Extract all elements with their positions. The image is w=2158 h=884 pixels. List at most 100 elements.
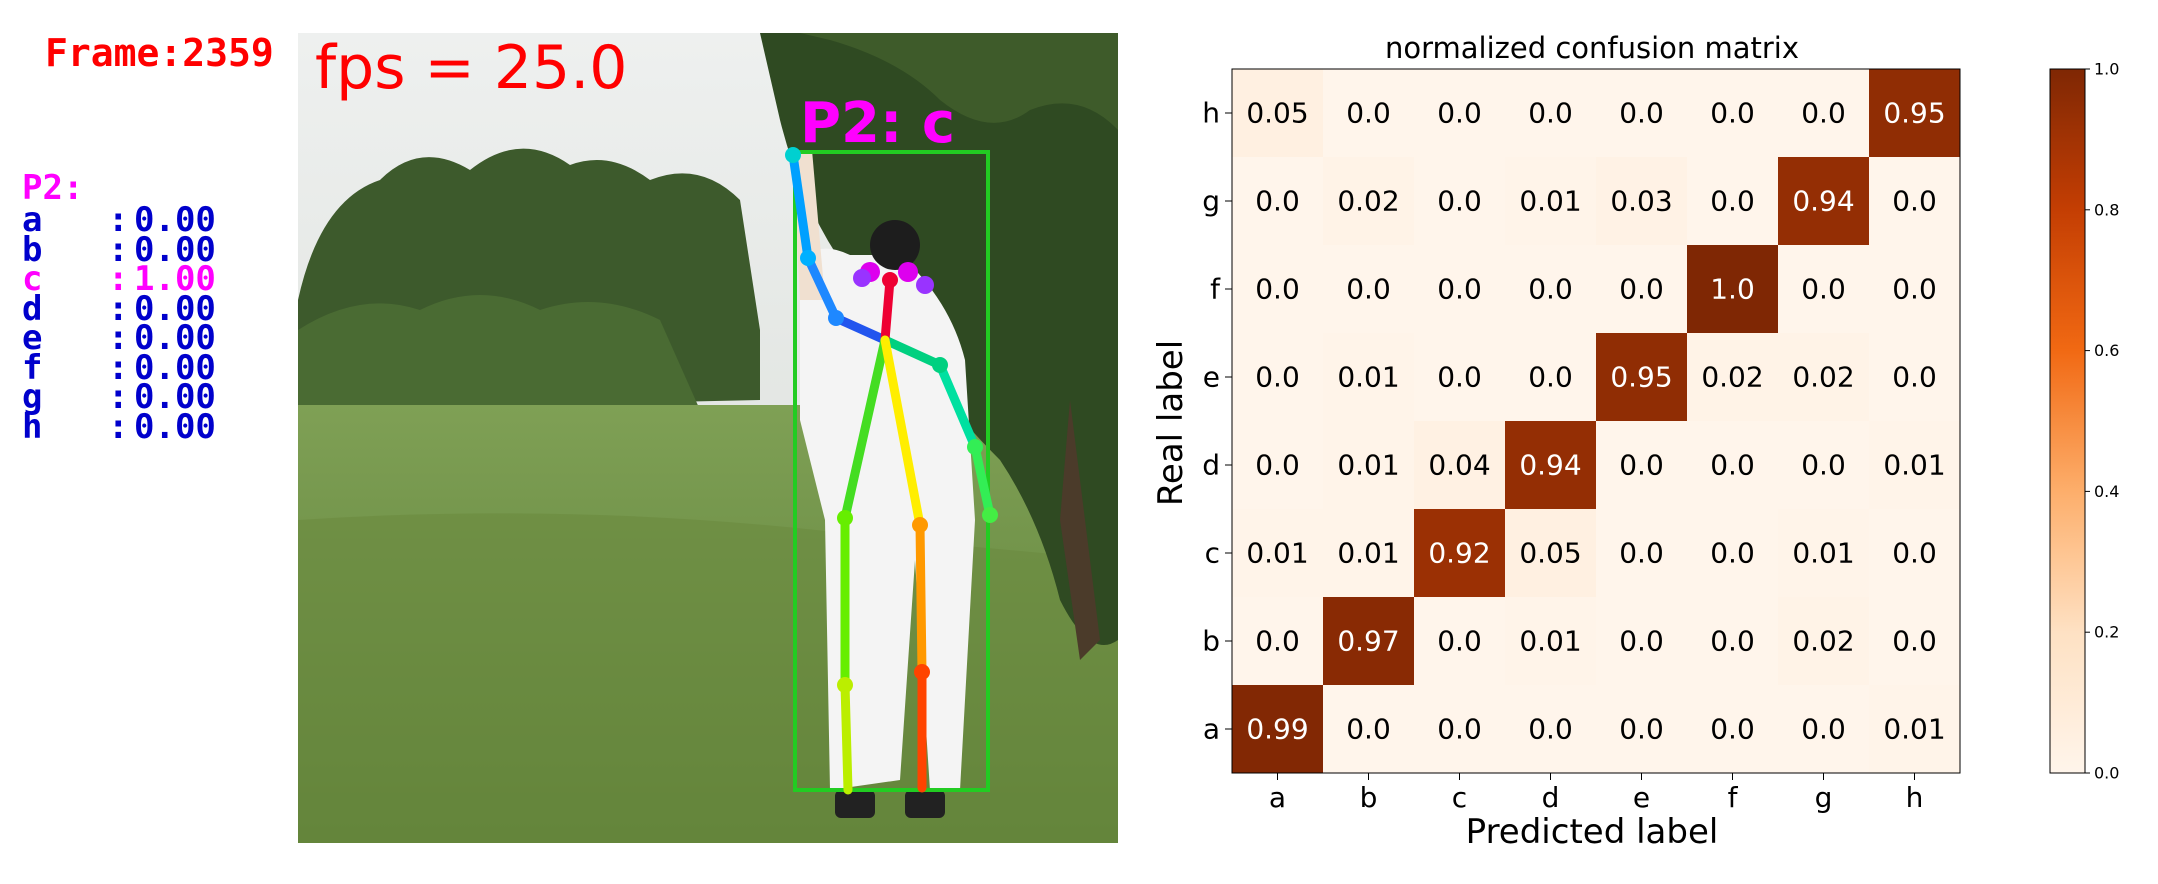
matrix-cell [1414, 597, 1505, 685]
cell-value-label: 0.94 [1792, 185, 1854, 218]
pose-keypoints [785, 147, 998, 693]
score-row-h: h:0.00 [22, 410, 282, 444]
cell-value-label: 0.0 [1892, 361, 1937, 394]
cell-value-label: 0.01 [1337, 537, 1399, 570]
y-tick-label: c [1205, 537, 1220, 570]
matrix-cell [1596, 333, 1687, 421]
cell-value-label: 0.02 [1701, 361, 1763, 394]
score-separator: : [108, 229, 129, 270]
cell-value-label: 0.05 [1246, 97, 1308, 130]
cell-value-label: 0.0 [1528, 97, 1573, 130]
x-tick-label: c [1452, 781, 1467, 814]
score-separator: : [108, 347, 129, 388]
score-row-a: a:0.00 [22, 203, 282, 237]
colorbar-tick-label: 0.2 [2094, 623, 2119, 642]
matrix-cell [1505, 333, 1596, 421]
score-label: f [22, 347, 43, 388]
cell-value-label: 0.02 [1792, 361, 1854, 394]
score-value: 0.00 [134, 406, 216, 447]
matrix-cell [1596, 685, 1687, 773]
matrix-cell [1323, 333, 1414, 421]
matrix-cell [1869, 597, 1960, 685]
cell-value-label: 0.95 [1883, 97, 1945, 130]
x-axis-ticks: a b c d e f g h [1269, 773, 1923, 814]
matrix-cell [1778, 245, 1869, 333]
score-rows: a:0.00 b:0.00 c:1.00 d:0.00 e:0.00 f:0.00 g:0.… [22, 203, 282, 444]
matrix-cell [1232, 245, 1323, 333]
score-label: c [22, 259, 43, 299]
matrix-cell [1778, 509, 1869, 597]
cell-value-label: 0.05 [1519, 537, 1581, 570]
x-tick-label: f [1728, 781, 1739, 814]
cell-value-label: 0.03 [1610, 185, 1672, 218]
matrix-cell [1232, 685, 1323, 773]
matrix-cell [1687, 597, 1778, 685]
cell-value-label: 0.01 [1883, 449, 1945, 482]
cell-value-label: 0.0 [1710, 97, 1755, 130]
confusion-matrix-panel: normalized confusion matrix 0.05 0.0 0.0 0.… [1130, 0, 2158, 884]
cell-value-label: 0.0 [1619, 273, 1664, 306]
cell-value-label: 0.0 [1801, 273, 1846, 306]
cell-value-label: 0.01 [1883, 713, 1945, 746]
cell-value-label: 0.0 [1710, 625, 1755, 658]
pose-skeleton [788, 150, 995, 795]
matrix-cell [1687, 421, 1778, 509]
cell-value-label: 0.0 [1255, 185, 1300, 218]
score-label: e [22, 318, 43, 358]
matrix-cell [1323, 421, 1414, 509]
matrix-frame [1231, 68, 1961, 774]
matrix-cell [1232, 509, 1323, 597]
cell-value-label: 0.0 [1619, 97, 1664, 130]
x-tick-label: a [1269, 781, 1286, 814]
score-value: 1.00 [134, 259, 216, 299]
matrix-cell [1687, 157, 1778, 245]
video-frame: Frame:2359 fps = 25.0 P2: c [45, 31, 1118, 843]
score-label: d [22, 288, 43, 329]
cell-value-label: 0.0 [1619, 625, 1664, 658]
matrix-cell [1687, 69, 1778, 157]
matrix-cell [1596, 421, 1687, 509]
cell-value-label: 0.0 [1801, 449, 1846, 482]
cell-value-label: 0.0 [1710, 537, 1755, 570]
fps-label: fps = 25.0 [315, 33, 627, 103]
matrix-cell [1596, 157, 1687, 245]
matrix-cell [1778, 157, 1869, 245]
cell-value-label: 0.95 [1610, 361, 1672, 394]
cell-value-label: 0.0 [1255, 273, 1300, 306]
colorbar-tick-label: 1.0 [2094, 60, 2119, 79]
colorbar: 0.0 0.2 0.4 0.6 0.8 1.0 [2049, 60, 2119, 783]
cell-value-label: 0.01 [1337, 361, 1399, 394]
matrix-cell [1778, 333, 1869, 421]
background-photo [298, 33, 1118, 843]
y-tick-label: e [1203, 361, 1220, 394]
matrix-cell [1596, 509, 1687, 597]
matrix-cell [1505, 421, 1596, 509]
cell-value-label: 0.01 [1246, 537, 1308, 570]
matrix-cell [1687, 245, 1778, 333]
y-tick-label: d [1202, 449, 1220, 482]
matrix-cell [1869, 421, 1960, 509]
matrix-cells: 0.05 0.0 0.0 0.0 0.0 0.0 0.0 0.950.0 0.02 0.0 0.01… [1231, 68, 1961, 774]
matrix-cell [1414, 69, 1505, 157]
cell-value-label: 0.0 [1619, 713, 1664, 746]
score-separator: : [108, 288, 129, 329]
score-row-g: g:0.00 [22, 380, 282, 414]
cell-value-label: 0.02 [1792, 625, 1854, 658]
class-scores-list: P2: a:0.00 b:0.00 c:1.00 d:0.00 e:0.00 f:0.00… [22, 170, 282, 444]
cell-value-label: 0.0 [1346, 97, 1391, 130]
matrix-cell [1869, 509, 1960, 597]
matrix-cell [1778, 597, 1869, 685]
score-separator: : [108, 259, 129, 299]
colorbar-tick-label: 0.6 [2094, 341, 2119, 360]
matrix-cell [1414, 685, 1505, 773]
cell-value-label: 1.0 [1710, 273, 1755, 306]
matrix-cell [1323, 685, 1414, 773]
cell-value-label: 0.92 [1428, 537, 1490, 570]
cell-value-label: 0.0 [1619, 449, 1664, 482]
score-value: 0.00 [134, 347, 216, 388]
matrix-cell [1323, 597, 1414, 685]
colorbar-tick-label: 0.4 [2094, 482, 2119, 501]
matrix-cell [1414, 509, 1505, 597]
x-tick-label: g [1815, 781, 1833, 814]
cell-value-label: 0.0 [1528, 713, 1573, 746]
